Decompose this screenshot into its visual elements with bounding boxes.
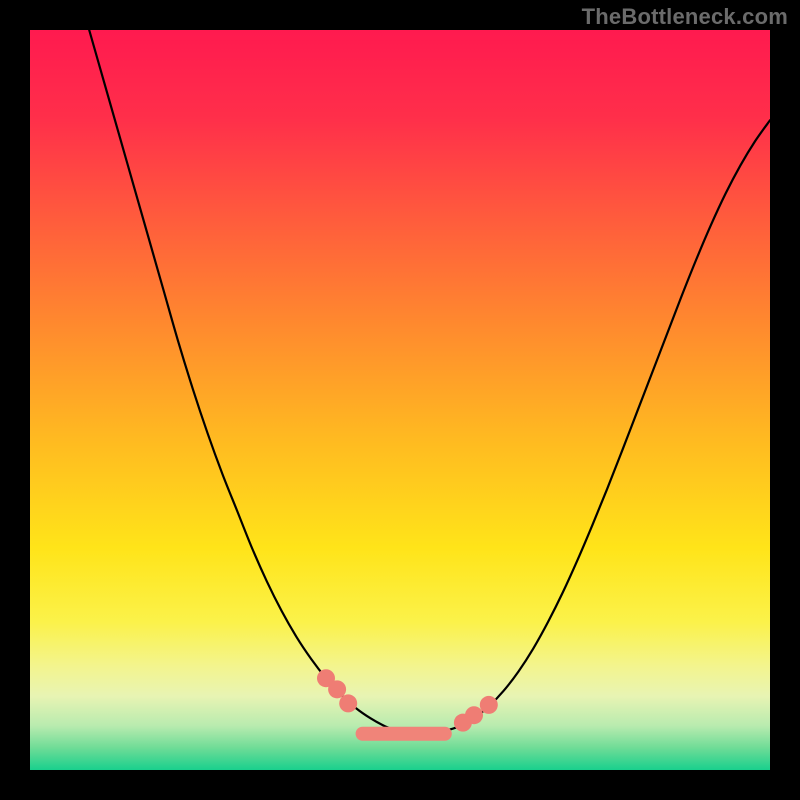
chart-container: TheBottleneck.com [0,0,800,800]
valley-dot [480,696,498,714]
valley-dot [339,694,357,712]
valley-dot [328,680,346,698]
valley-highlight-band [356,727,452,741]
chart-svg [0,0,800,800]
watermark-text: TheBottleneck.com [582,4,788,30]
valley-dot [465,706,483,724]
